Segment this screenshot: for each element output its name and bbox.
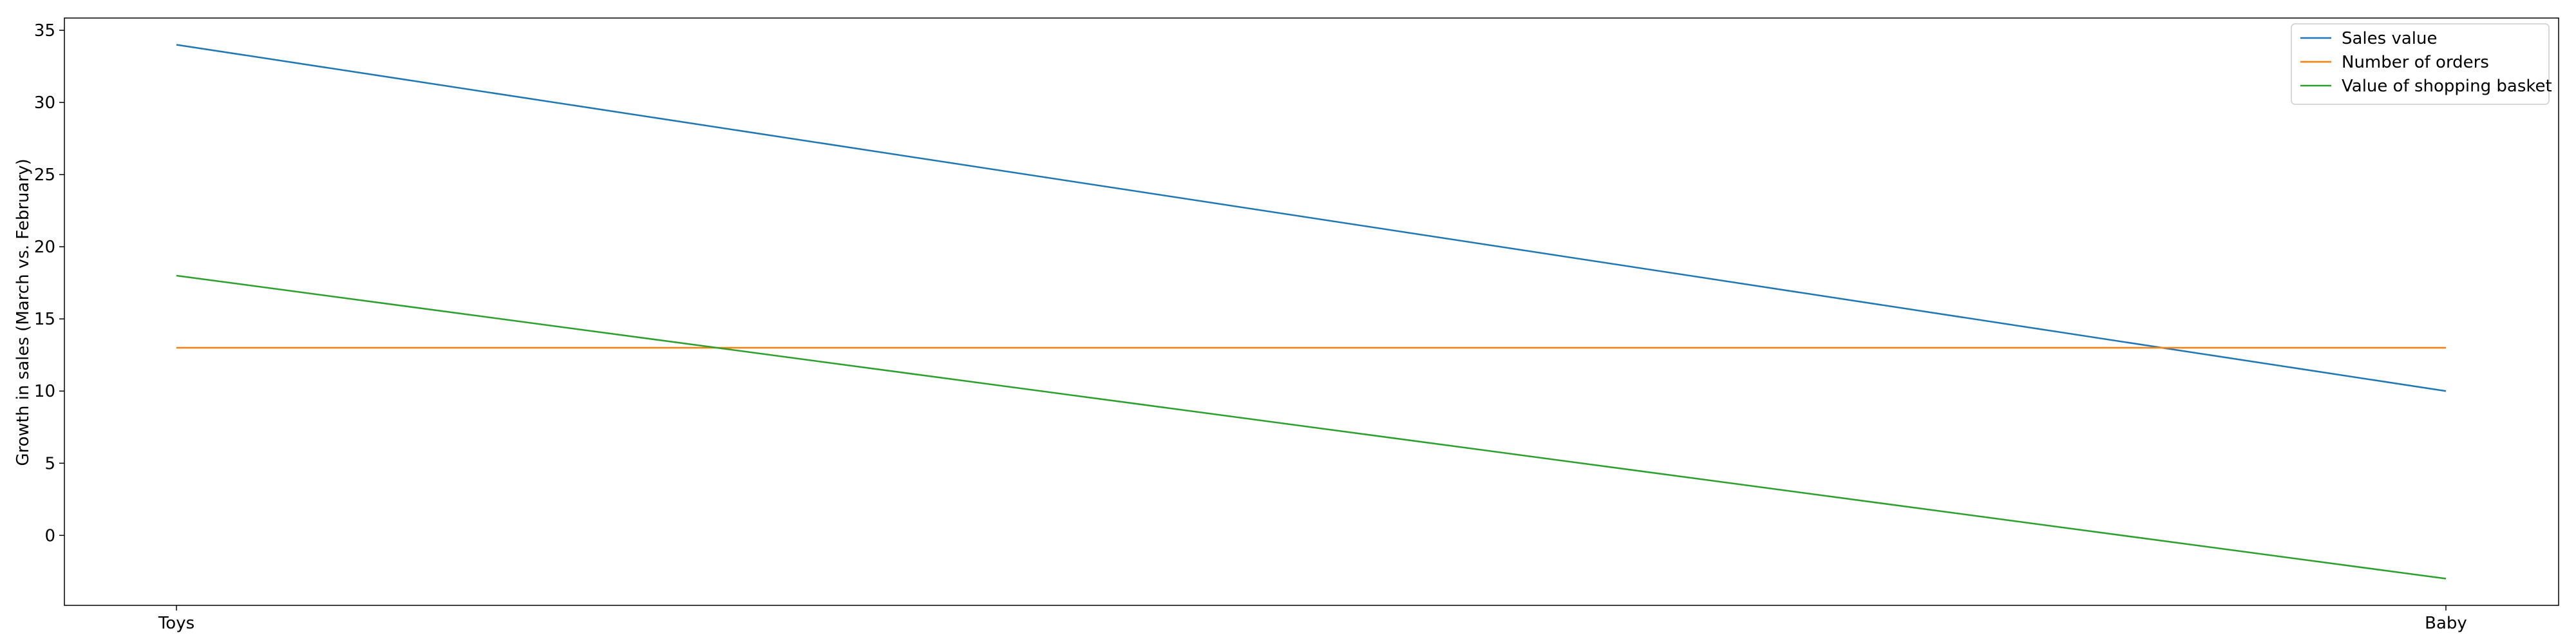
y-tick-label: 35 xyxy=(34,21,55,41)
legend-label: Sales value xyxy=(2342,29,2437,48)
y-tick-label: 5 xyxy=(44,454,55,473)
y-tick-label: 0 xyxy=(44,526,55,545)
y-tick-label: 20 xyxy=(34,238,55,257)
y-axis-label: Growth in sales (March vs. February) xyxy=(14,158,33,466)
y-tick-label: 25 xyxy=(34,166,55,185)
y-tick-label: 15 xyxy=(34,310,55,329)
legend-label: Value of shopping basket xyxy=(2342,77,2552,96)
x-tick-label: Baby xyxy=(2425,614,2467,633)
y-tick-label: 10 xyxy=(34,382,55,401)
legend-label: Number of orders xyxy=(2342,53,2489,72)
x-tick-label: Toys xyxy=(158,614,194,633)
y-tick-label: 30 xyxy=(34,93,55,113)
legend: Sales value Number of orders Value of shop… xyxy=(2291,24,2552,104)
